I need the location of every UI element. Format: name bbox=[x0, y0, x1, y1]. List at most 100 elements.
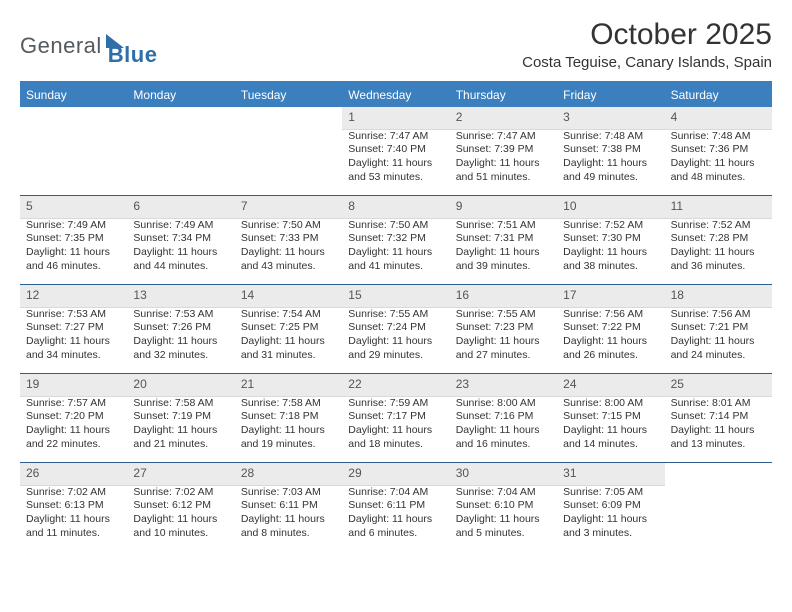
sunrise-text: Sunrise: 7:59 AM bbox=[348, 397, 443, 411]
day-number: 11 bbox=[665, 196, 772, 219]
sunset-text: Sunset: 6:10 PM bbox=[456, 499, 551, 513]
calendar-cell bbox=[235, 107, 342, 195]
sunrise-text: Sunrise: 7:47 AM bbox=[456, 130, 551, 144]
daylight-text: Daylight: 11 hours and 36 minutes. bbox=[671, 246, 766, 273]
day-number bbox=[665, 463, 772, 469]
calendar-cell: 29Sunrise: 7:04 AMSunset: 6:11 PMDayligh… bbox=[342, 463, 449, 551]
day-number bbox=[20, 107, 127, 113]
day-number: 28 bbox=[235, 463, 342, 486]
week-row: 26Sunrise: 7:02 AMSunset: 6:13 PMDayligh… bbox=[20, 462, 772, 551]
day-header-cell: Sunday bbox=[20, 83, 127, 107]
cell-details: Sunrise: 7:49 AMSunset: 7:35 PMDaylight:… bbox=[20, 219, 127, 278]
sunset-text: Sunset: 7:25 PM bbox=[241, 321, 336, 335]
daylight-text: Daylight: 11 hours and 51 minutes. bbox=[456, 157, 551, 184]
location-text: Costa Teguise, Canary Islands, Spain bbox=[522, 54, 772, 71]
calendar-cell: 3Sunrise: 7:48 AMSunset: 7:38 PMDaylight… bbox=[557, 107, 664, 195]
sunrise-text: Sunrise: 7:53 AM bbox=[26, 308, 121, 322]
daylight-text: Daylight: 11 hours and 6 minutes. bbox=[348, 513, 443, 540]
daylight-text: Daylight: 11 hours and 53 minutes. bbox=[348, 157, 443, 184]
calendar-cell: 9Sunrise: 7:51 AMSunset: 7:31 PMDaylight… bbox=[450, 196, 557, 284]
daylight-text: Daylight: 11 hours and 43 minutes. bbox=[241, 246, 336, 273]
cell-details: Sunrise: 7:58 AMSunset: 7:18 PMDaylight:… bbox=[235, 397, 342, 456]
calendar-cell: 24Sunrise: 8:00 AMSunset: 7:15 PMDayligh… bbox=[557, 374, 664, 462]
week-row: 5Sunrise: 7:49 AMSunset: 7:35 PMDaylight… bbox=[20, 195, 772, 284]
cell-details: Sunrise: 7:59 AMSunset: 7:17 PMDaylight:… bbox=[342, 397, 449, 456]
daylight-text: Daylight: 11 hours and 18 minutes. bbox=[348, 424, 443, 451]
daylight-text: Daylight: 11 hours and 22 minutes. bbox=[26, 424, 121, 451]
daylight-text: Daylight: 11 hours and 16 minutes. bbox=[456, 424, 551, 451]
calendar-cell: 26Sunrise: 7:02 AMSunset: 6:13 PMDayligh… bbox=[20, 463, 127, 551]
cell-details: Sunrise: 7:04 AMSunset: 6:11 PMDaylight:… bbox=[342, 486, 449, 545]
sunset-text: Sunset: 7:19 PM bbox=[133, 410, 228, 424]
calendar-cell: 7Sunrise: 7:50 AMSunset: 7:33 PMDaylight… bbox=[235, 196, 342, 284]
logo-text-blue: Blue bbox=[108, 42, 158, 68]
cell-details: Sunrise: 7:53 AMSunset: 7:26 PMDaylight:… bbox=[127, 308, 234, 367]
logo: General Blue bbox=[20, 18, 157, 68]
week-row: 1Sunrise: 7:47 AMSunset: 7:40 PMDaylight… bbox=[20, 107, 772, 195]
sunrise-text: Sunrise: 7:53 AM bbox=[133, 308, 228, 322]
calendar: SundayMondayTuesdayWednesdayThursdayFrid… bbox=[20, 81, 772, 551]
day-number: 29 bbox=[342, 463, 449, 486]
sunset-text: Sunset: 7:34 PM bbox=[133, 232, 228, 246]
day-number: 26 bbox=[20, 463, 127, 486]
page: General Blue October 2025 Costa Teguise,… bbox=[0, 0, 792, 561]
sunrise-text: Sunrise: 8:01 AM bbox=[671, 397, 766, 411]
cell-details: Sunrise: 7:55 AMSunset: 7:23 PMDaylight:… bbox=[450, 308, 557, 367]
day-number: 2 bbox=[450, 107, 557, 130]
daylight-text: Daylight: 11 hours and 10 minutes. bbox=[133, 513, 228, 540]
daylight-text: Daylight: 11 hours and 46 minutes. bbox=[26, 246, 121, 273]
header: General Blue October 2025 Costa Teguise,… bbox=[20, 18, 772, 71]
cell-details: Sunrise: 8:00 AMSunset: 7:15 PMDaylight:… bbox=[557, 397, 664, 456]
sunset-text: Sunset: 7:27 PM bbox=[26, 321, 121, 335]
calendar-cell: 13Sunrise: 7:53 AMSunset: 7:26 PMDayligh… bbox=[127, 285, 234, 373]
calendar-cell: 15Sunrise: 7:55 AMSunset: 7:24 PMDayligh… bbox=[342, 285, 449, 373]
sunrise-text: Sunrise: 7:56 AM bbox=[563, 308, 658, 322]
sunrise-text: Sunrise: 7:49 AM bbox=[26, 219, 121, 233]
day-number: 13 bbox=[127, 285, 234, 308]
cell-details: Sunrise: 7:04 AMSunset: 6:10 PMDaylight:… bbox=[450, 486, 557, 545]
sunrise-text: Sunrise: 7:54 AM bbox=[241, 308, 336, 322]
calendar-cell: 14Sunrise: 7:54 AMSunset: 7:25 PMDayligh… bbox=[235, 285, 342, 373]
calendar-cell: 1Sunrise: 7:47 AMSunset: 7:40 PMDaylight… bbox=[342, 107, 449, 195]
week-row: 12Sunrise: 7:53 AMSunset: 7:27 PMDayligh… bbox=[20, 284, 772, 373]
calendar-cell: 20Sunrise: 7:58 AMSunset: 7:19 PMDayligh… bbox=[127, 374, 234, 462]
day-number: 8 bbox=[342, 196, 449, 219]
day-header-cell: Wednesday bbox=[342, 83, 449, 107]
day-header-cell: Friday bbox=[557, 83, 664, 107]
sunrise-text: Sunrise: 7:49 AM bbox=[133, 219, 228, 233]
cell-details: Sunrise: 7:57 AMSunset: 7:20 PMDaylight:… bbox=[20, 397, 127, 456]
sunrise-text: Sunrise: 7:56 AM bbox=[671, 308, 766, 322]
sunset-text: Sunset: 6:11 PM bbox=[348, 499, 443, 513]
cell-details: Sunrise: 7:47 AMSunset: 7:40 PMDaylight:… bbox=[342, 130, 449, 189]
daylight-text: Daylight: 11 hours and 29 minutes. bbox=[348, 335, 443, 362]
sunset-text: Sunset: 7:23 PM bbox=[456, 321, 551, 335]
day-number: 25 bbox=[665, 374, 772, 397]
daylight-text: Daylight: 11 hours and 27 minutes. bbox=[456, 335, 551, 362]
sunrise-text: Sunrise: 7:52 AM bbox=[671, 219, 766, 233]
day-number: 4 bbox=[665, 107, 772, 130]
day-number: 5 bbox=[20, 196, 127, 219]
sunset-text: Sunset: 7:39 PM bbox=[456, 143, 551, 157]
cell-details: Sunrise: 7:50 AMSunset: 7:32 PMDaylight:… bbox=[342, 219, 449, 278]
sunset-text: Sunset: 7:32 PM bbox=[348, 232, 443, 246]
daylight-text: Daylight: 11 hours and 44 minutes. bbox=[133, 246, 228, 273]
daylight-text: Daylight: 11 hours and 3 minutes. bbox=[563, 513, 658, 540]
daylight-text: Daylight: 11 hours and 24 minutes. bbox=[671, 335, 766, 362]
day-header-row: SundayMondayTuesdayWednesdayThursdayFrid… bbox=[20, 83, 772, 107]
sunset-text: Sunset: 7:18 PM bbox=[241, 410, 336, 424]
day-number bbox=[127, 107, 234, 113]
sunset-text: Sunset: 6:13 PM bbox=[26, 499, 121, 513]
calendar-cell: 19Sunrise: 7:57 AMSunset: 7:20 PMDayligh… bbox=[20, 374, 127, 462]
sunset-text: Sunset: 7:40 PM bbox=[348, 143, 443, 157]
daylight-text: Daylight: 11 hours and 32 minutes. bbox=[133, 335, 228, 362]
sunrise-text: Sunrise: 7:55 AM bbox=[348, 308, 443, 322]
calendar-cell: 2Sunrise: 7:47 AMSunset: 7:39 PMDaylight… bbox=[450, 107, 557, 195]
sunrise-text: Sunrise: 7:48 AM bbox=[563, 130, 658, 144]
day-number: 9 bbox=[450, 196, 557, 219]
cell-details: Sunrise: 8:01 AMSunset: 7:14 PMDaylight:… bbox=[665, 397, 772, 456]
sunrise-text: Sunrise: 8:00 AM bbox=[563, 397, 658, 411]
cell-details: Sunrise: 7:49 AMSunset: 7:34 PMDaylight:… bbox=[127, 219, 234, 278]
sunset-text: Sunset: 7:30 PM bbox=[563, 232, 658, 246]
cell-details: Sunrise: 7:50 AMSunset: 7:33 PMDaylight:… bbox=[235, 219, 342, 278]
day-number: 1 bbox=[342, 107, 449, 130]
